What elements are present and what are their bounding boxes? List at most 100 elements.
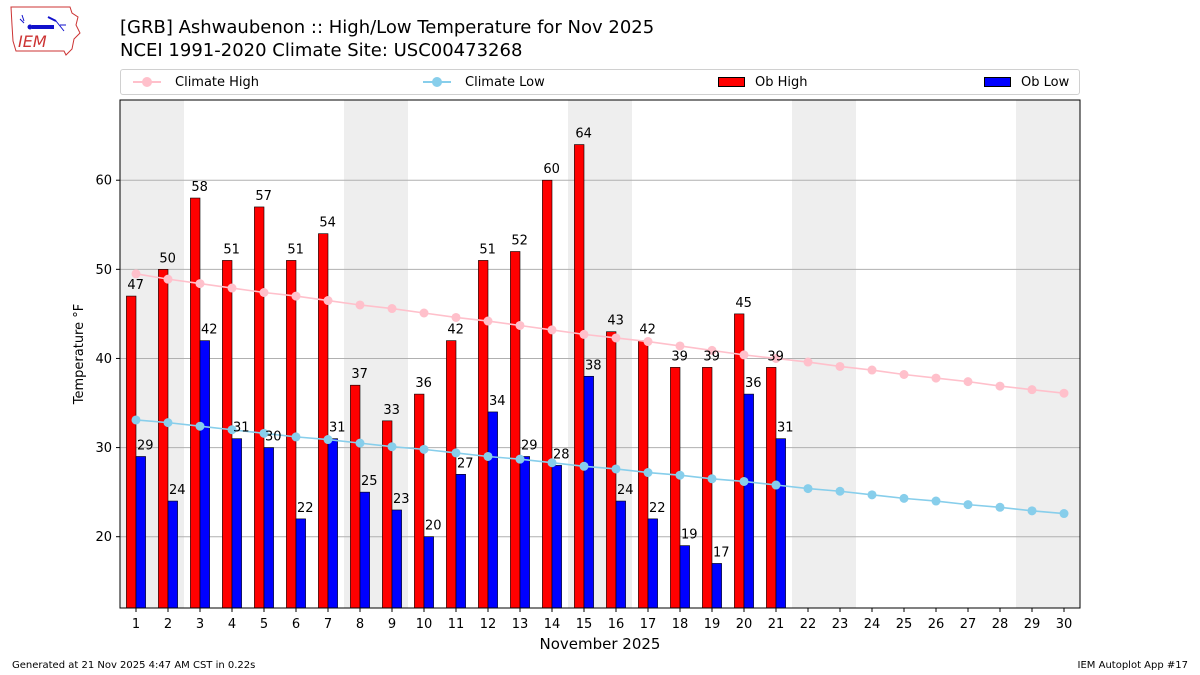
ob-low-label-day-17: 22 xyxy=(649,501,666,516)
y-axis-label: Temperature °F xyxy=(72,304,87,405)
ob-low-bar-day-18 xyxy=(679,545,690,609)
climate-low-point-day-9 xyxy=(387,442,397,452)
iem-logo: IEM xyxy=(10,6,81,56)
climate-low-point-day-30 xyxy=(1059,509,1069,519)
climate-low-point-day-4 xyxy=(227,425,237,435)
climate-high-point-day-23 xyxy=(835,361,845,371)
x-tick-label-25: 25 xyxy=(896,617,913,632)
x-tick-label-29: 29 xyxy=(1024,617,1041,632)
climate-high-point-day-15 xyxy=(579,329,589,339)
x-tick-label-30: 30 xyxy=(1056,617,1073,632)
climate-high-point-day-30 xyxy=(1059,388,1069,398)
x-tick-label-14: 14 xyxy=(544,617,561,632)
ob-low-label-day-1: 29 xyxy=(137,438,154,453)
x-tick-label-16: 16 xyxy=(608,617,625,632)
x-tick-label-21: 21 xyxy=(768,617,785,632)
x-tick-label-4: 4 xyxy=(228,617,236,632)
ob-low-bar-day-10 xyxy=(423,536,434,609)
x-axis-label: November 2025 xyxy=(540,635,661,653)
ob-low-label-day-3: 42 xyxy=(201,323,218,338)
ob-high-label-day-5: 57 xyxy=(255,189,272,204)
ob-low-label-day-2: 24 xyxy=(169,483,186,498)
climate-high-point-day-9 xyxy=(387,304,397,314)
climate-low-point-day-29 xyxy=(1027,506,1037,516)
x-tick-label-15: 15 xyxy=(576,617,593,632)
ob-high-label-day-1: 47 xyxy=(127,278,144,293)
climate-low-point-day-3 xyxy=(195,421,205,431)
y-tick-label-20: 20 xyxy=(95,530,112,545)
climate-high-point-day-19 xyxy=(707,345,717,355)
ob-low-bar-day-19 xyxy=(711,563,722,609)
ob-low-label-day-4: 31 xyxy=(233,421,250,436)
ob-high-bar-day-14 xyxy=(542,179,553,609)
ob-high-label-day-11: 42 xyxy=(447,323,464,338)
ob-low-bar-day-17 xyxy=(647,518,658,609)
x-tick-label-1: 1 xyxy=(132,617,140,632)
x-tick-label-8: 8 xyxy=(356,617,364,632)
chart-legend: Climate High Climate Low Ob High Ob Low xyxy=(120,69,1080,95)
climate-low-point-day-6 xyxy=(291,432,301,442)
x-tick-label-19: 19 xyxy=(704,617,721,632)
climate-high-point-day-14 xyxy=(547,325,557,335)
ob-low-bar-day-4 xyxy=(231,438,242,609)
ob-low-bar-day-5 xyxy=(263,447,274,609)
climate-high-point-day-12 xyxy=(483,316,493,326)
climate-high-point-day-11 xyxy=(451,312,461,322)
ob-low-bar-day-11 xyxy=(455,474,466,609)
logo-text: IEM xyxy=(18,32,47,51)
climate-low-point-day-25 xyxy=(899,493,909,503)
climate-high-point-day-22 xyxy=(803,357,813,367)
x-tick-label-17: 17 xyxy=(640,617,657,632)
ob-low-label-day-8: 25 xyxy=(361,474,378,489)
ob-low-bar-day-16 xyxy=(615,500,626,609)
ob-low-label-day-11: 27 xyxy=(457,456,474,471)
ob-low-label-day-20: 36 xyxy=(745,376,762,391)
y-tick-label-30: 30 xyxy=(95,441,112,456)
climate-low-point-day-24 xyxy=(867,490,877,500)
x-tick-label-12: 12 xyxy=(480,617,497,632)
ob-high-label-day-3: 58 xyxy=(191,180,208,195)
climate-low-point-day-17 xyxy=(643,468,653,478)
climate-high-point-day-29 xyxy=(1027,385,1037,395)
legend-label-ob-high: Ob High xyxy=(755,74,808,90)
climate-low-point-day-2 xyxy=(163,418,173,428)
ob-low-bar-day-8 xyxy=(359,491,370,609)
legend-item-climate-high: Climate High xyxy=(133,70,259,94)
x-tick-label-9: 9 xyxy=(388,617,396,632)
climate-low-point-day-28 xyxy=(995,502,1005,512)
ob-low-bar-day-7 xyxy=(327,438,338,609)
climate-high-point-day-17 xyxy=(643,337,653,347)
ob-low-label-day-18: 19 xyxy=(681,528,698,543)
x-tick-label-7: 7 xyxy=(324,617,332,632)
ob-high-label-day-2: 50 xyxy=(159,251,176,266)
ob-low-label-day-13: 29 xyxy=(521,438,538,453)
generated-timestamp: Generated at 21 Nov 2025 4:47 AM CST in … xyxy=(12,660,256,671)
climate-high-point-day-26 xyxy=(931,373,941,383)
ob-high-label-day-19: 39 xyxy=(703,349,720,364)
x-tick-label-27: 27 xyxy=(960,617,977,632)
climate-high-point-day-20 xyxy=(739,350,749,360)
climate-low-point-day-21 xyxy=(771,480,781,490)
legend-label-climate-low: Climate Low xyxy=(465,74,545,90)
ob-high-label-day-8: 37 xyxy=(351,367,368,382)
ob-low-bar-day-9 xyxy=(391,509,402,609)
ob-high-bar-day-12 xyxy=(478,260,489,609)
climate-high-point-day-21 xyxy=(771,353,781,363)
ob-high-label-day-21: 39 xyxy=(767,349,784,364)
climate-low-point-day-26 xyxy=(931,496,941,506)
ob-high-swatch xyxy=(718,77,745,87)
weekend-shade-day-22 xyxy=(792,100,824,608)
x-tick-label-11: 11 xyxy=(448,617,465,632)
y-tick-label-60: 60 xyxy=(95,174,112,189)
ob-low-label-day-5: 30 xyxy=(265,430,282,445)
climate-high-line xyxy=(135,273,1065,395)
ob-high-label-day-16: 43 xyxy=(607,314,624,329)
climate-low-point-day-22 xyxy=(803,484,813,494)
ob-low-bar-day-2 xyxy=(167,500,178,609)
climate-high-point-day-3 xyxy=(195,279,205,289)
app-credit: IEM Autoplot App #17 xyxy=(1077,660,1188,671)
climate-low-point-day-8 xyxy=(355,438,365,448)
x-tick-label-10: 10 xyxy=(416,617,433,632)
ob-high-bar-day-13 xyxy=(510,251,521,609)
